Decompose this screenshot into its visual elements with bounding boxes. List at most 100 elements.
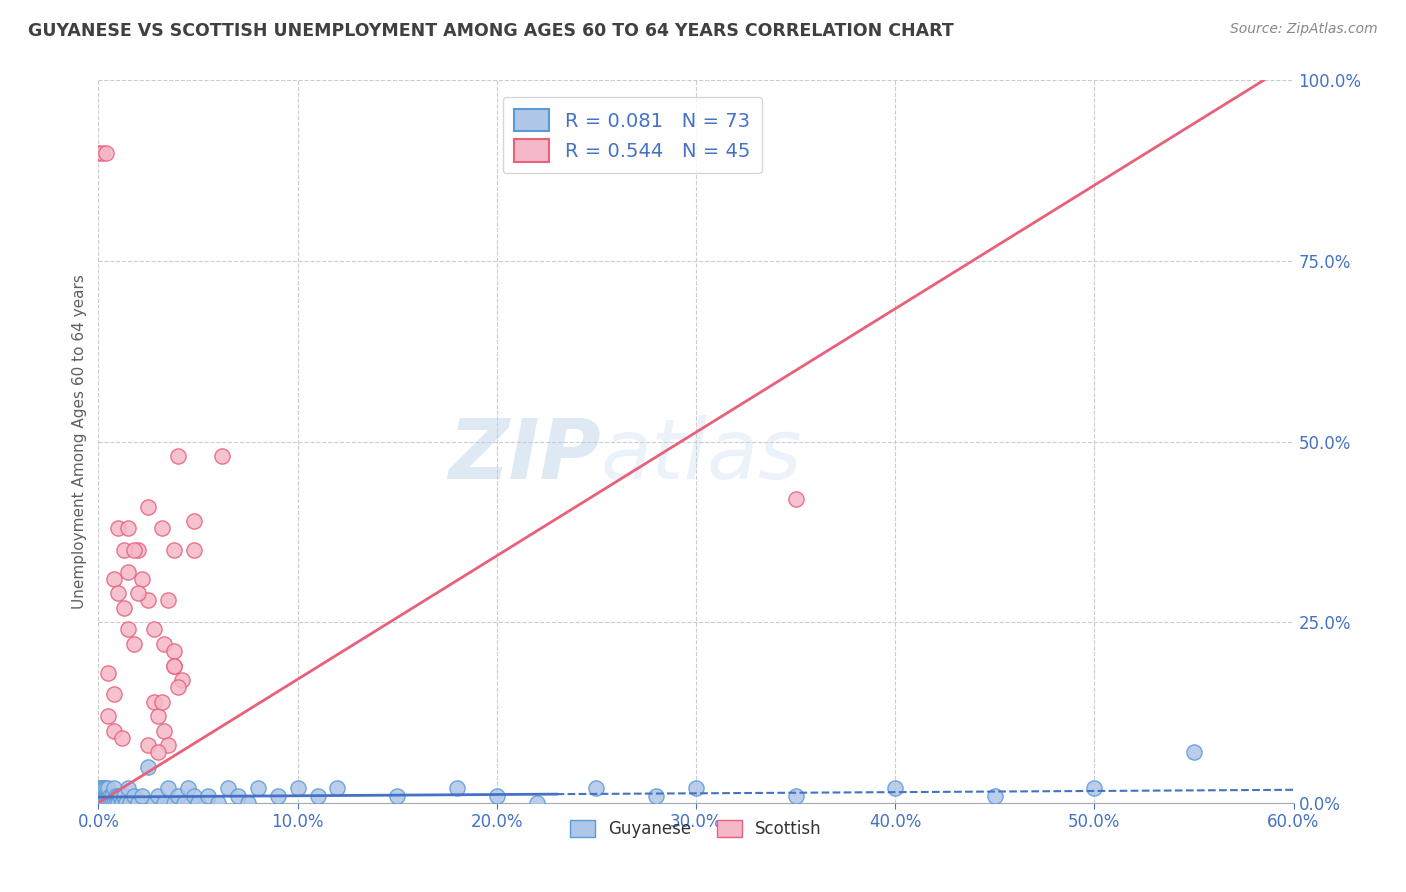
Point: [93, 781, 115, 796]
Point: [96, 789, 118, 803]
Point: [246, 781, 269, 796]
Point: [103, 687, 125, 701]
Point: [117, 565, 139, 579]
Point: [446, 781, 468, 796]
Point: [117, 521, 139, 535]
Point: [884, 781, 907, 796]
Point: [226, 789, 249, 803]
Point: [124, 789, 146, 803]
Legend: Guyanese, Scottish: Guyanese, Scottish: [564, 814, 828, 845]
Point: [101, 796, 124, 810]
Point: [157, 781, 180, 796]
Point: [111, 731, 134, 745]
Point: [87, 796, 110, 810]
Point: [120, 796, 142, 810]
Point: [153, 637, 176, 651]
Point: [326, 781, 349, 796]
Point: [97, 789, 120, 803]
Point: [163, 542, 186, 557]
Point: [236, 796, 259, 810]
Point: [172, 673, 194, 687]
Point: [91, 145, 114, 160]
Point: [103, 572, 125, 586]
Point: [98, 796, 122, 810]
Point: [1083, 781, 1105, 796]
Point: [984, 789, 1007, 803]
Point: [89, 789, 111, 803]
Point: [785, 789, 807, 803]
Point: [87, 781, 110, 796]
Point: [1182, 745, 1205, 759]
Point: [110, 789, 132, 803]
Point: [96, 796, 118, 810]
Point: [267, 789, 290, 803]
Y-axis label: Unemployment Among Ages 60 to 64 years: Unemployment Among Ages 60 to 64 years: [72, 274, 87, 609]
Point: [385, 789, 409, 803]
Point: [101, 789, 124, 803]
Point: [183, 514, 205, 528]
Point: [183, 789, 205, 803]
Point: [124, 542, 146, 557]
Point: [173, 796, 195, 810]
Point: [136, 738, 159, 752]
Text: GUYANESE VS SCOTTISH UNEMPLOYMENT AMONG AGES 60 TO 64 YEARS CORRELATION CHART: GUYANESE VS SCOTTISH UNEMPLOYMENT AMONG …: [28, 22, 953, 40]
Point: [107, 796, 129, 810]
Point: [183, 542, 205, 557]
Text: ZIP: ZIP: [447, 416, 600, 497]
Point: [153, 723, 176, 738]
Point: [136, 593, 159, 607]
Point: [211, 449, 233, 463]
Point: [150, 695, 173, 709]
Point: [143, 796, 166, 810]
Point: [127, 796, 149, 810]
Point: [645, 789, 668, 803]
Point: [167, 789, 190, 803]
Point: [89, 781, 111, 796]
Point: [117, 623, 139, 637]
Point: [98, 789, 122, 803]
Point: [287, 781, 309, 796]
Point: [107, 789, 129, 803]
Point: [150, 521, 173, 535]
Point: [177, 781, 200, 796]
Point: [97, 709, 120, 723]
Point: [127, 586, 149, 600]
Point: [157, 593, 180, 607]
Point: [97, 665, 120, 680]
Point: [127, 542, 149, 557]
Point: [91, 796, 114, 810]
Point: [93, 796, 115, 810]
Point: [136, 760, 159, 774]
Point: [163, 658, 186, 673]
Point: [103, 781, 125, 796]
Point: [153, 796, 176, 810]
Point: [131, 789, 153, 803]
Point: [91, 789, 114, 803]
Point: [785, 492, 807, 507]
Point: [148, 745, 170, 759]
Point: [112, 600, 135, 615]
Point: [87, 796, 110, 810]
Point: [207, 796, 229, 810]
Point: [187, 796, 209, 810]
Point: [87, 145, 110, 160]
Point: [112, 789, 135, 803]
Point: [143, 623, 166, 637]
Point: [124, 637, 146, 651]
Point: [117, 781, 139, 796]
Point: [585, 781, 607, 796]
Point: [107, 521, 129, 535]
Point: [96, 781, 118, 796]
Point: [97, 796, 120, 810]
Point: [89, 796, 111, 810]
Point: [307, 789, 329, 803]
Point: [148, 789, 170, 803]
Point: [485, 789, 508, 803]
Point: [103, 796, 125, 810]
Point: [197, 789, 219, 803]
Point: [526, 796, 548, 810]
Point: [163, 658, 186, 673]
Point: [103, 723, 125, 738]
Text: atlas: atlas: [600, 416, 801, 497]
Point: [89, 789, 111, 803]
